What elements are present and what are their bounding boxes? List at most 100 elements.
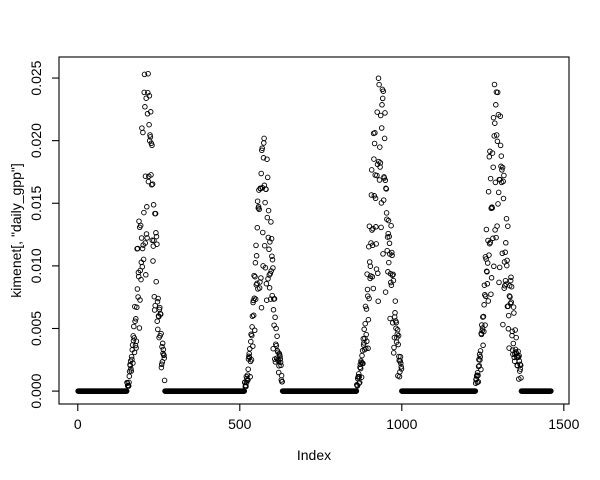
data-point xyxy=(253,242,259,249)
data-point xyxy=(159,343,165,350)
data-point xyxy=(252,273,258,280)
data-point xyxy=(261,242,268,249)
data-point xyxy=(398,360,404,367)
data-point xyxy=(248,357,255,363)
data-point xyxy=(254,224,261,231)
data-point xyxy=(372,130,378,136)
data-point xyxy=(267,270,274,277)
data-point xyxy=(497,113,504,119)
data-point xyxy=(478,366,484,373)
data-point xyxy=(508,299,515,305)
data-point xyxy=(133,345,139,351)
data-point xyxy=(272,314,278,321)
data-point xyxy=(492,120,498,126)
data-point xyxy=(274,333,280,339)
data-point xyxy=(155,295,161,302)
data-point xyxy=(360,360,366,367)
data-point xyxy=(390,350,397,356)
data-point xyxy=(253,253,260,259)
data-point xyxy=(378,224,384,231)
data-point xyxy=(484,269,490,275)
data-point xyxy=(496,264,503,271)
data-point xyxy=(384,247,390,254)
data-point xyxy=(381,135,388,142)
data-point xyxy=(375,298,381,304)
data-point xyxy=(388,282,395,288)
data-point xyxy=(377,112,384,119)
data-point xyxy=(363,306,370,312)
data-point xyxy=(371,140,378,147)
data-point xyxy=(368,192,375,198)
data-point xyxy=(506,293,513,299)
data-point xyxy=(266,246,272,253)
data-point xyxy=(249,332,255,339)
data-point xyxy=(260,229,266,236)
data-point xyxy=(264,214,271,221)
data-point xyxy=(493,234,499,241)
data-point xyxy=(480,314,486,320)
data-point xyxy=(248,338,254,345)
data-point xyxy=(358,359,365,366)
data-point xyxy=(395,341,401,348)
data-point xyxy=(504,262,510,269)
data-point xyxy=(254,198,261,204)
data-point xyxy=(153,278,159,285)
data-point xyxy=(266,285,273,291)
x-tick-label: 0 xyxy=(74,416,82,432)
data-point xyxy=(499,164,506,171)
data-point xyxy=(270,307,277,313)
data-point xyxy=(259,145,265,151)
data-point xyxy=(394,327,401,333)
data-point xyxy=(144,235,150,241)
y-tick-label: 0.005 xyxy=(28,311,44,346)
data-point xyxy=(475,379,482,385)
data-point xyxy=(503,240,509,246)
data-point xyxy=(263,297,270,303)
data-point xyxy=(373,241,379,247)
data-point xyxy=(278,372,285,379)
data-point xyxy=(488,275,495,281)
data-point xyxy=(369,242,376,249)
data-point xyxy=(148,182,155,188)
data-point xyxy=(147,134,154,140)
data-point xyxy=(498,153,505,159)
data-point xyxy=(137,297,143,303)
data-point xyxy=(382,110,388,116)
data-point xyxy=(507,300,514,307)
data-point xyxy=(386,233,392,240)
data-point xyxy=(516,352,522,359)
data-point xyxy=(383,186,390,192)
data-point xyxy=(158,364,165,371)
data-point xyxy=(128,366,134,372)
data-point xyxy=(141,71,148,78)
data-point xyxy=(494,89,501,96)
data-point xyxy=(138,235,145,241)
data-point xyxy=(364,286,371,293)
data-point xyxy=(398,366,405,372)
data-point xyxy=(365,345,371,352)
data-point xyxy=(378,125,385,131)
data-point xyxy=(262,199,268,206)
data-point xyxy=(493,102,499,108)
data-point xyxy=(271,296,278,302)
data-point xyxy=(494,223,500,229)
data-point xyxy=(146,121,152,128)
data-point xyxy=(154,318,160,324)
y-tick-label: 0.020 xyxy=(28,123,44,158)
data-point xyxy=(512,327,518,333)
data-point xyxy=(482,293,489,300)
data-point xyxy=(261,135,267,142)
data-point xyxy=(269,256,276,263)
data-point xyxy=(479,322,485,328)
data-point xyxy=(268,235,275,242)
data-point xyxy=(140,256,147,263)
data-point xyxy=(158,361,165,368)
data-point xyxy=(356,379,363,386)
data-point xyxy=(477,348,484,354)
data-point xyxy=(377,164,383,170)
data-points xyxy=(75,70,554,394)
data-point xyxy=(383,210,390,216)
data-point xyxy=(139,245,146,252)
data-point xyxy=(147,109,154,115)
